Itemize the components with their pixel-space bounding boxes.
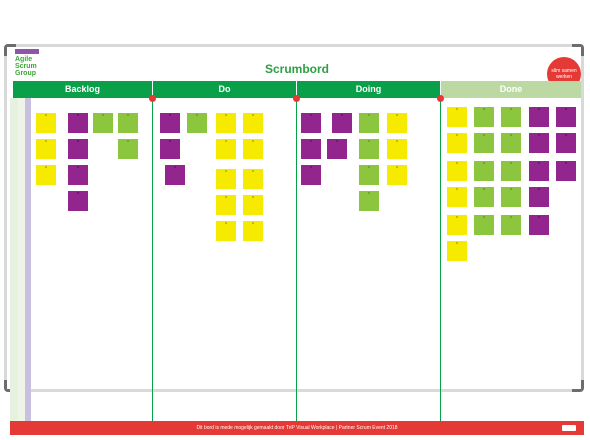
column-divider [152,98,153,426]
sticky-note[interactable] [36,113,56,133]
sticky-note[interactable] [216,169,236,189]
column-header-doing[interactable]: Doing [297,81,440,98]
sticky-note[interactable] [160,113,180,133]
sticky-note[interactable] [68,191,88,211]
sticky-note[interactable] [556,161,576,181]
sticky-note[interactable] [501,215,521,235]
sticky-note[interactable] [332,113,352,133]
logo: Agile Scrum Group [15,56,37,77]
sticky-note[interactable] [160,139,180,159]
sticky-note[interactable] [447,107,467,127]
sticky-note[interactable] [447,215,467,235]
sticky-note[interactable] [359,191,379,211]
sticky-note[interactable] [447,187,467,207]
magnet-dot [293,95,300,102]
sticky-note[interactable] [243,139,263,159]
sticky-note[interactable] [68,165,88,185]
sticky-note[interactable] [447,161,467,181]
board-title: Scrumbord [264,62,329,76]
sticky-note[interactable] [529,161,549,181]
magnet-dot [437,95,444,102]
sticky-note[interactable] [243,113,263,133]
sticky-note[interactable] [327,139,347,159]
sticky-note[interactable] [529,187,549,207]
sticky-note[interactable] [165,165,185,185]
column-divider [440,98,441,426]
sticky-note[interactable] [359,139,379,159]
slogan-text: slim samen werken [551,68,577,80]
sticky-note[interactable] [243,169,263,189]
sticky-note[interactable] [216,139,236,159]
sticky-note[interactable] [301,165,321,185]
logo-mark [15,49,39,54]
sticky-note[interactable] [474,133,494,153]
sticky-note[interactable] [501,107,521,127]
column-label: Backlog [64,84,100,94]
rail-stripe [10,98,18,426]
sticky-note[interactable] [36,165,56,185]
sticky-note[interactable] [474,187,494,207]
sticky-note[interactable] [529,215,549,235]
rail-stripe [25,98,31,426]
sticky-note[interactable] [556,133,576,153]
sticky-note[interactable] [447,133,467,153]
sticky-note[interactable] [556,107,576,127]
sticky-note[interactable] [301,113,321,133]
sticky-note[interactable] [118,139,138,159]
sticky-note[interactable] [474,107,494,127]
column-label: Do [218,84,231,94]
footer-bar: Dit bord is mede mogelijk gemaakt door T… [10,421,584,435]
sticky-note[interactable] [387,113,407,133]
column-header-done[interactable]: Done [441,81,581,98]
column-header-backlog[interactable]: Backlog [13,81,152,98]
sticky-note[interactable] [243,195,263,215]
partner-logo-icon [562,425,576,431]
magnet-dot [149,95,156,102]
footer-text: Dit bord is mede mogelijk gemaakt door T… [196,425,398,431]
sticky-note[interactable] [68,139,88,159]
sticky-note[interactable] [387,165,407,185]
column-label: Doing [355,84,382,94]
sticky-note[interactable] [243,221,263,241]
rail-stripe [18,98,25,426]
column-label: Done [499,84,523,94]
scrum-board: Agile Scrum Group Scrumbord slim samen w… [4,44,584,435]
sticky-note[interactable] [529,133,549,153]
column-divider [296,98,297,426]
sticky-note[interactable] [447,241,467,261]
sticky-note[interactable] [359,113,379,133]
sticky-note[interactable] [474,215,494,235]
sticky-note[interactable] [36,139,56,159]
sticky-note[interactable] [501,161,521,181]
sticky-note[interactable] [68,113,88,133]
column-header-do[interactable]: Do [153,81,296,98]
sticky-note[interactable] [216,113,236,133]
sticky-note[interactable] [387,139,407,159]
sticky-note[interactable] [501,133,521,153]
sticky-note[interactable] [93,113,113,133]
sticky-note[interactable] [118,113,138,133]
sticky-note[interactable] [501,187,521,207]
sticky-note[interactable] [187,113,207,133]
sticky-note[interactable] [216,195,236,215]
sticky-note[interactable] [301,139,321,159]
sticky-note[interactable] [359,165,379,185]
sticky-note[interactable] [529,107,549,127]
sticky-note[interactable] [474,161,494,181]
sticky-note[interactable] [216,221,236,241]
board-surface: Agile Scrum Group Scrumbord slim samen w… [7,47,584,435]
